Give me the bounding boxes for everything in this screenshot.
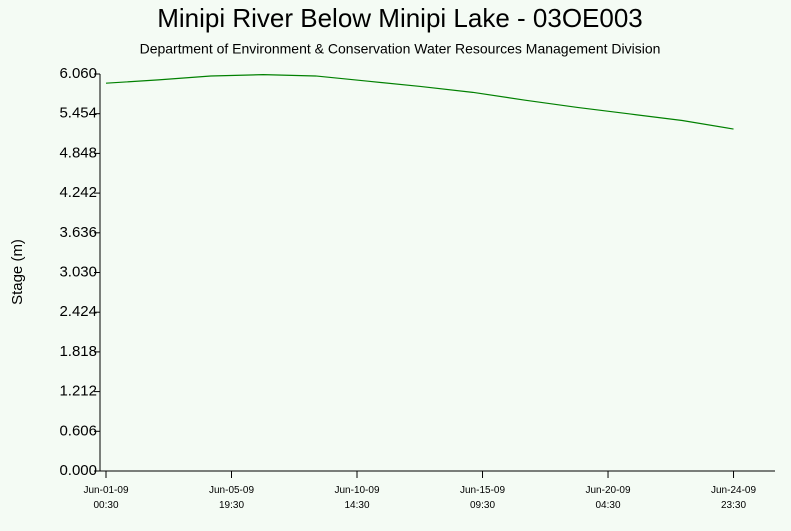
x-tick-label: Jun-05-09 19:30 [208,485,255,511]
y-tick-label: 6.060 [59,65,97,82]
x-tick-label: Jun-20-09 04:30 [585,485,631,511]
y-tick-label: 1.212 [59,383,97,400]
y-tick-label: 0.000 [59,462,97,479]
y-tick-label: 0.606 [59,422,97,439]
y-tick-label: 3.030 [59,263,97,280]
y-tick-label: 1.818 [59,343,97,360]
chart-title: Minipi River Below Minipi Lake - 03OE003 [157,3,643,33]
x-tick-label: Jun-10-09 14:30 [334,485,380,511]
x-tick-label: Jun-15-09 09:30 [460,485,506,511]
y-tick-label: 5.454 [59,105,97,122]
y-tick-label: 4.242 [59,184,97,201]
y-tick-label: 2.424 [59,303,97,320]
x-tick-label: Jun-01-09 00:30 [83,485,129,511]
y-axis-label: Stage (m) [9,239,26,305]
chart-subtitle: Department of Environment & Conservation… [140,41,661,57]
data-line [105,74,734,130]
x-tick-label: Jun-24-09 23:30 [711,485,757,511]
y-tick-label: 3.636 [59,224,97,241]
y-tick-label: 4.848 [59,144,97,161]
